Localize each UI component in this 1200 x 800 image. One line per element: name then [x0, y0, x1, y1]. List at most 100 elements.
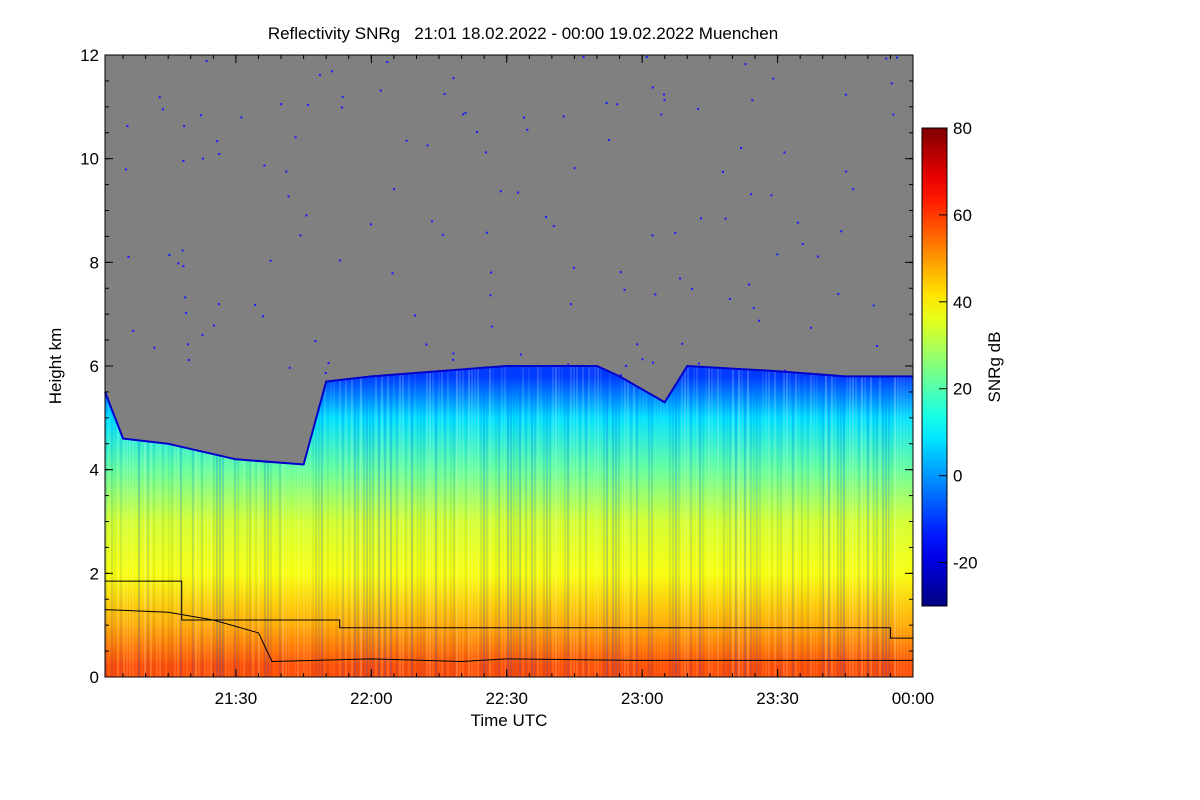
snr-streak	[324, 366, 326, 677]
y-axis: 0 2 4 6 8 10 12	[80, 46, 913, 687]
noise-dot	[491, 325, 494, 328]
snr-streak	[333, 366, 335, 677]
snr-streak	[888, 366, 890, 677]
snr-streak	[672, 366, 674, 677]
snr-streak	[180, 366, 182, 677]
snr-streak	[117, 366, 119, 677]
snr-streak	[696, 366, 698, 677]
noise-dot	[391, 272, 394, 275]
snr-streak	[663, 366, 665, 677]
snr-streak	[144, 366, 146, 677]
noise-dot	[218, 153, 221, 155]
snr-streak	[273, 366, 275, 677]
colorbar-ticks: -20 0 20 40 60 80	[939, 119, 978, 573]
snr-streak	[471, 366, 473, 677]
noise-dot	[379, 89, 382, 92]
snr-streak	[135, 366, 137, 677]
noise-dot	[499, 190, 502, 193]
noise-dot	[287, 195, 290, 198]
snr-streak	[417, 366, 419, 677]
noise-dot	[327, 362, 330, 364]
noise-dot	[288, 366, 291, 369]
noise-dot	[607, 139, 610, 141]
noise-dot	[885, 57, 888, 60]
snr-streak	[867, 366, 869, 677]
colorbar-tick-label: 20	[953, 380, 972, 399]
snr-streak	[639, 366, 641, 677]
noise-dot	[844, 93, 847, 96]
snr-streak	[900, 366, 902, 677]
snr-streak	[876, 366, 878, 677]
snr-streak	[279, 366, 281, 677]
snr-streak	[573, 366, 575, 677]
snr-streak	[576, 366, 578, 677]
snr-streak	[507, 366, 509, 677]
snr-streak	[291, 366, 293, 677]
snr-streak	[186, 366, 188, 677]
noise-dot	[845, 170, 848, 173]
snr-streak	[129, 366, 131, 677]
snr-streak	[828, 366, 830, 677]
snr-streak	[171, 366, 173, 677]
snr-streak	[354, 366, 356, 677]
snr-streak	[327, 366, 329, 677]
snr-streak	[801, 366, 803, 677]
y-tick-label: 10	[80, 150, 99, 169]
snr-streak	[336, 366, 338, 677]
noise-dot	[294, 136, 297, 139]
snr-streak	[156, 366, 158, 677]
noise-dot	[663, 99, 666, 102]
noise-dot	[182, 265, 185, 268]
snr-streak	[138, 366, 140, 677]
noise-dot	[616, 103, 619, 106]
snr-streak	[474, 366, 476, 677]
snr-streak	[516, 366, 518, 677]
snr-streak	[615, 366, 617, 677]
snr-streak	[642, 366, 644, 677]
noise-dot	[201, 157, 204, 160]
snr-streak	[552, 366, 554, 677]
noise-dot	[700, 217, 702, 220]
snr-streak	[489, 366, 491, 677]
snr-streak	[495, 366, 497, 677]
snr-streak	[864, 366, 866, 677]
snr-streak	[303, 366, 305, 677]
snr-streak	[375, 366, 377, 677]
noise-dot	[573, 167, 576, 170]
snr-streak	[213, 366, 215, 677]
noise-dot	[544, 216, 547, 218]
snr-streak	[729, 366, 731, 677]
snr-streak	[321, 366, 323, 677]
snr-streak	[264, 366, 266, 677]
snr-streak	[459, 366, 461, 677]
noise-dot	[526, 128, 529, 131]
snr-streak	[498, 366, 500, 677]
noise-dot	[330, 70, 333, 73]
snr-streak	[534, 366, 536, 677]
y-tick-label: 0	[90, 668, 99, 687]
noise-dot	[285, 170, 288, 173]
noise-dot	[663, 93, 665, 96]
noise-dot	[240, 116, 243, 119]
noise-dot	[624, 364, 627, 367]
noise-dot	[654, 293, 657, 296]
noise-dot	[186, 343, 189, 346]
snr-streak	[177, 366, 179, 677]
snr-streak	[798, 366, 800, 677]
noise-dot	[892, 113, 895, 116]
snr-streak	[309, 366, 311, 677]
noise-dot	[452, 352, 455, 355]
snr-streak	[687, 366, 689, 677]
snr-streak	[276, 366, 278, 677]
snr-streak	[885, 366, 887, 677]
snr-streak	[183, 366, 185, 677]
snr-streak	[351, 366, 353, 677]
snr-streak	[882, 366, 884, 677]
snr-streak	[768, 366, 770, 677]
snr-streak	[519, 366, 521, 677]
snr-streak	[645, 366, 647, 677]
plot-area	[104, 54, 914, 678]
boundary-layer-line	[104, 609, 913, 663]
noise-dot	[570, 303, 572, 306]
x-tick-label: 23:00	[621, 689, 664, 708]
